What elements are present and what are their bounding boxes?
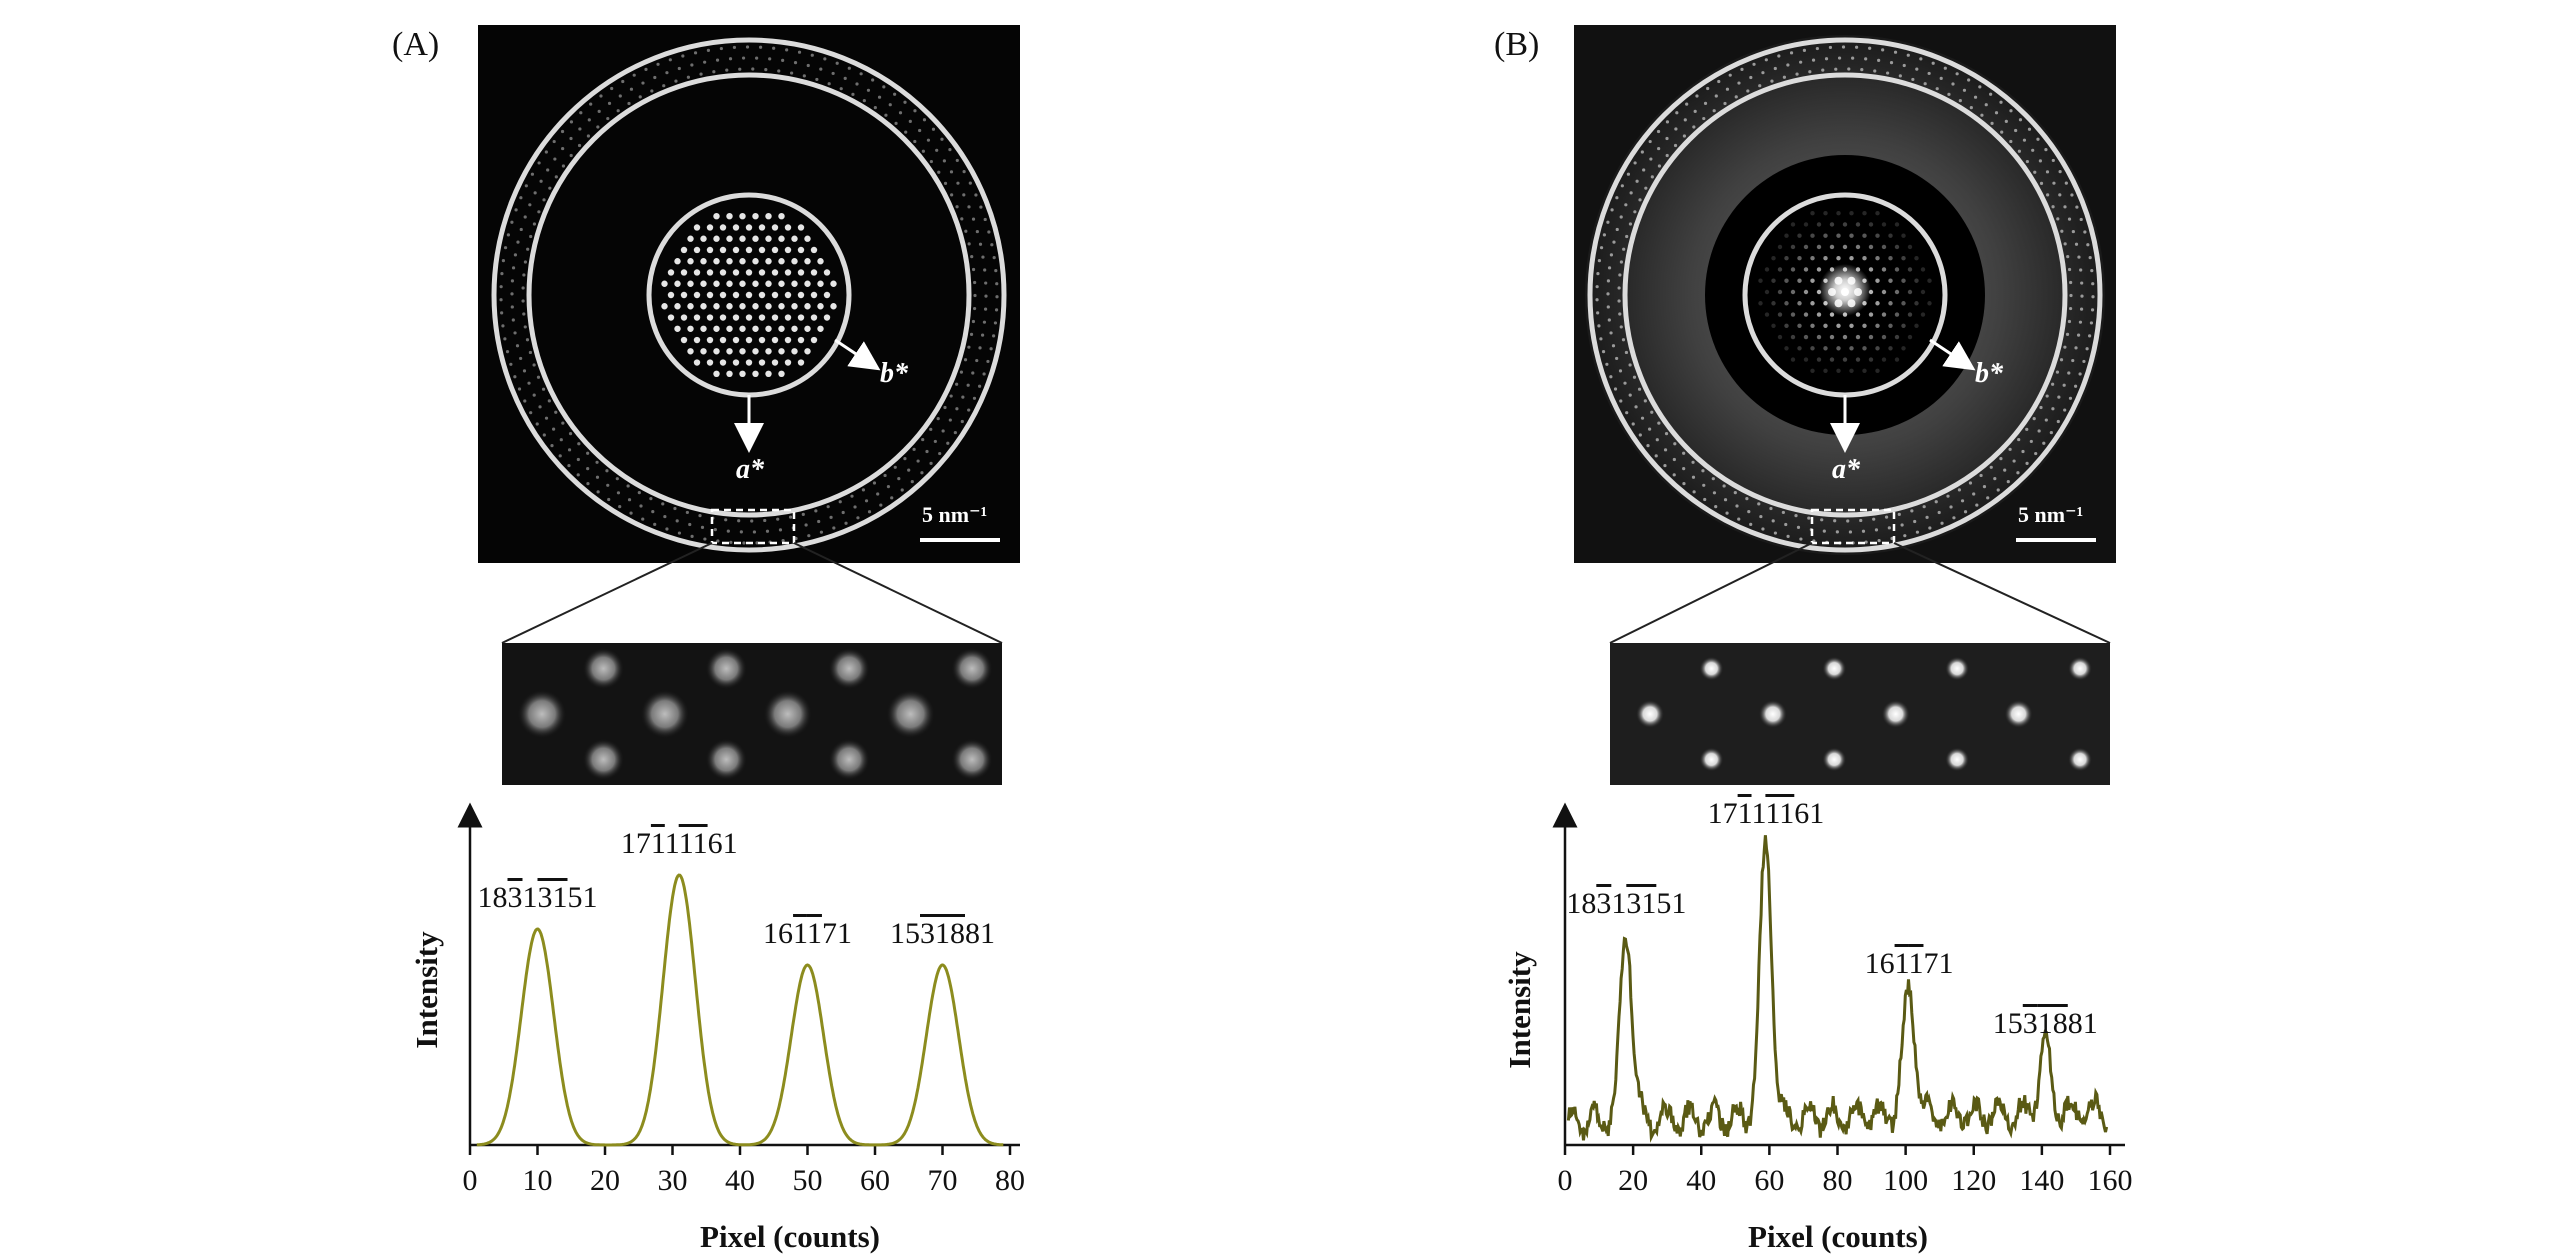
peak-label: 1531881	[890, 917, 995, 950]
panel-b-zoom-inset	[1610, 643, 2110, 785]
peak-label-index: 71	[1923, 947, 1953, 980]
panel-b-zoom-line-right	[1893, 542, 2111, 644]
peak-label-index: 1	[1611, 887, 1626, 920]
peak-label-index: 18	[478, 881, 508, 914]
peak-label-overbar-index: 11	[1765, 797, 1794, 830]
panel-a-b-star-label: b*	[880, 358, 909, 389]
peak-label-overbar-index: 18	[2038, 1007, 2068, 1040]
x-tick-label: 20	[590, 1164, 620, 1197]
x-tick-label: 60	[860, 1164, 890, 1197]
panel-b-outer-reflections	[1595, 45, 2095, 545]
peak-label: 18313151	[1566, 887, 1686, 920]
x-tick-label: 0	[463, 1164, 478, 1197]
panel-b-y-label: Intensity	[1502, 951, 1537, 1069]
x-tick-label: 100	[1883, 1164, 1928, 1197]
peak-label: 161171	[763, 917, 852, 950]
peak-label-index: 1	[523, 881, 538, 914]
x-tick-label: 30	[658, 1164, 688, 1197]
panel-a-zoom-region	[710, 508, 796, 545]
peak-label-index: 1	[1752, 797, 1766, 830]
x-tick-label: 160	[2088, 1164, 2133, 1197]
peak-label-index: 81	[2068, 1007, 2098, 1040]
peak-label-overbar-index: 1	[1908, 947, 1923, 980]
peak-label-overbar-index: 31	[538, 881, 568, 914]
x-tick-label: 50	[793, 1164, 823, 1197]
peak-label-index: 15	[1993, 1007, 2023, 1040]
panel-a-zoom-line-right	[793, 542, 1003, 644]
panel-a-zoom-inset	[502, 643, 1002, 785]
panel-a-x-label: Pixel (counts)	[700, 1219, 880, 1254]
panel-a-y-label: Intensity	[409, 931, 444, 1049]
peak-label-overbar-index: 1	[807, 917, 822, 950]
peak-label-index: 61	[1794, 797, 1824, 830]
peak-label-overbar-index: 3	[508, 881, 523, 914]
x-tick-label: 80	[995, 1164, 1025, 1197]
panel-a-profile-chart: 0 10 20 30 40 50 60 70 80 1831315117111161161171…	[409, 802, 1025, 1254]
x-tick-label: 120	[1951, 1164, 1996, 1197]
peak-label-overbar-index: 11	[679, 827, 708, 860]
panel-b-profile-line	[1566, 835, 2109, 1143]
panel-a-b-star-arrow	[834, 338, 881, 371]
panel-a-zoom-line-left	[501, 542, 713, 644]
peak-label-index: 18	[1566, 887, 1596, 920]
peak-label-overbar-index: 3	[2023, 1007, 2038, 1040]
peak-label-index: 71	[822, 917, 852, 950]
panel-b: (B) a* b* 5 nm⁻¹ 0	[1494, 25, 2133, 1254]
peak-label-overbar-index: 3	[1596, 887, 1611, 920]
peak-label-index: 61	[708, 827, 738, 860]
peak-label-index: 15	[890, 917, 920, 950]
peak-label-overbar-index: 1	[1738, 797, 1752, 830]
peak-label: 161171	[1865, 947, 1954, 980]
panel-b-diffraction-pattern: a* b* 5 nm⁻¹	[1574, 25, 2116, 563]
panel-a-scale-label: 5 nm⁻¹	[922, 502, 987, 527]
peak-label: 18313151	[478, 881, 598, 914]
peak-label-overbar-index: 1	[651, 827, 665, 860]
panel-b-b-star-arrow	[1929, 338, 1976, 371]
panel-a-outer-reflections	[499, 45, 999, 545]
x-tick-label: 70	[928, 1164, 958, 1197]
panel-a-a-star-label: a*	[736, 454, 765, 485]
panel-a: (A) a* b* 5 nm⁻¹	[392, 25, 1025, 1254]
x-tick-label: 40	[1686, 1164, 1716, 1197]
panel-b-label: (B)	[1494, 26, 1539, 63]
peak-label-overbar-index: 1	[1895, 947, 1909, 980]
panel-a-inner-reflections	[661, 212, 837, 378]
x-tick-label: 10	[523, 1164, 553, 1197]
x-tick-label: 40	[725, 1164, 755, 1197]
panel-b-scale-label: 5 nm⁻¹	[2018, 502, 2083, 527]
peak-label: 17111161	[1708, 797, 1825, 830]
peak-label-overbar-index: 18	[935, 917, 965, 950]
x-tick-label: 20	[1618, 1164, 1648, 1197]
panel-b-x-label: Pixel (counts)	[1748, 1219, 1928, 1254]
panel-b-profile-chart: 0 20 40 60 80 100 120 140 160 183131511711116116…	[1502, 797, 2133, 1254]
peak-label-index: 51	[568, 881, 598, 914]
peak-label-index: 16	[763, 917, 793, 950]
x-tick-label: 0	[1558, 1164, 1573, 1197]
peak-label-index: 17	[621, 827, 651, 860]
panel-b-zoom-region	[1810, 508, 1896, 545]
peak-label: 17111161	[621, 827, 738, 860]
x-tick-label: 60	[1754, 1164, 1784, 1197]
peak-label-index: 17	[1708, 797, 1738, 830]
peak-label-overbar-index: 3	[920, 917, 935, 950]
peak-label-overbar-index: 31	[1626, 887, 1656, 920]
peak-label-index: 16	[1865, 947, 1895, 980]
panel-a-profile-line	[476, 873, 1004, 1147]
x-tick-label: 140	[2019, 1164, 2064, 1197]
peak-label-index: 1	[665, 827, 679, 860]
panel-a-diffraction-pattern: a* b* 5 nm⁻¹	[478, 25, 1020, 563]
panel-a-label: (A)	[392, 26, 439, 63]
peak-label: 1531881	[1993, 1007, 2098, 1040]
peak-label-index: 51	[1656, 887, 1686, 920]
panel-b-b-star-label: b*	[1975, 358, 2004, 389]
panel-b-zoom-line-left	[1609, 542, 1813, 644]
peak-label-index: 81	[965, 917, 995, 950]
peak-label-overbar-index: 1	[793, 917, 807, 950]
x-tick-label: 80	[1823, 1164, 1853, 1197]
panel-b-a-star-label: a*	[1832, 454, 1861, 485]
